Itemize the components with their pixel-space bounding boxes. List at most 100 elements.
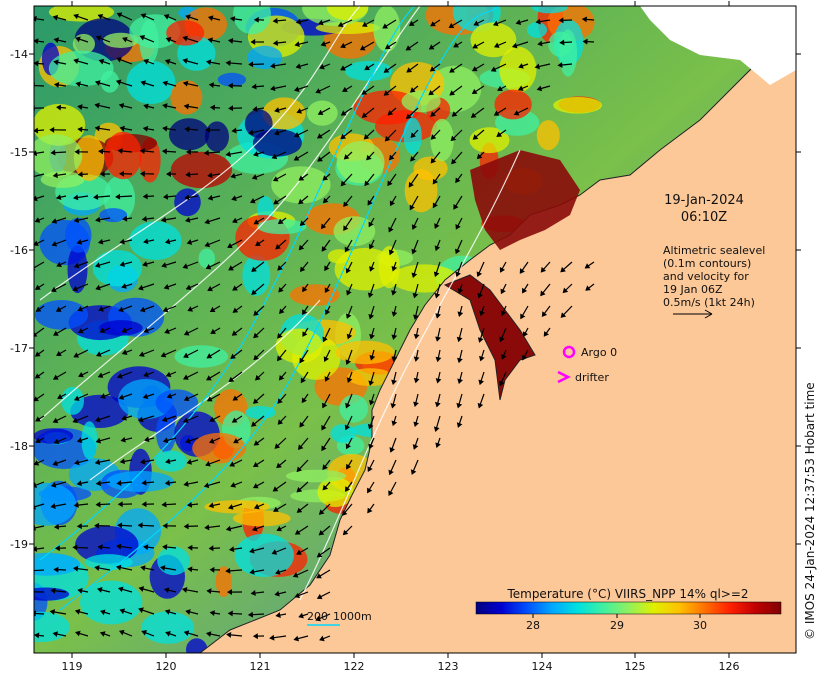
velocity-arrow-head (435, 336, 441, 342)
sst-patch (129, 221, 182, 260)
velocity-arrow-head (432, 202, 438, 209)
velocity-arrow-head (451, 158, 457, 165)
velocity-arrow-head (275, 243, 281, 250)
velocity-arrow-head (321, 445, 327, 452)
sst-patch (192, 432, 247, 464)
sst-patch (526, 22, 548, 38)
velocity-arrow-head (562, 287, 569, 294)
velocity-arrow-head (182, 35, 188, 42)
velocity-arrow-head (187, 544, 193, 551)
velocity-arrow-head (118, 394, 125, 400)
velocity-arrow-head (430, 21, 436, 27)
velocity-arrow-head (50, 587, 56, 594)
velocity-arrow-head (388, 226, 394, 233)
velocity-arrow-head (343, 201, 349, 208)
velocity-arrow-head (456, 402, 463, 409)
velocity-arrow-head (315, 88, 322, 94)
velocity-arrow-head (368, 380, 375, 386)
velocity-arrow-head (253, 151, 259, 157)
velocity-arrow-head (208, 545, 214, 552)
date-label: 19-Jan-2024 (664, 193, 744, 208)
velocity-arrow-head (76, 437, 83, 443)
velocity-arrow-head (161, 501, 167, 508)
velocity-arrow-head (457, 311, 464, 317)
velocity-arrow-head (251, 525, 258, 532)
velocity-arrow-head (57, 393, 63, 400)
velocity-arrow-head (34, 568, 35, 574)
velocity-arrow-head (316, 573, 322, 579)
sst-patch (234, 533, 294, 577)
velocity-arrow-head (317, 19, 324, 26)
velocity-arrow-head (231, 195, 237, 201)
sst-patch (339, 394, 369, 423)
velocity-arrow-head (51, 286, 57, 293)
velocity-arrow-head (292, 572, 299, 578)
velocity-arrow-head (473, 20, 480, 26)
velocity-arrow-head (345, 402, 351, 409)
velocity-arrow-head (364, 64, 370, 71)
velocity-arrow-head (185, 284, 192, 291)
velocity-arrow-head (478, 355, 485, 362)
velocity-arrow-head (361, 89, 368, 95)
velocity-arrow-head (97, 13, 104, 20)
velocity-arrow-head (97, 544, 103, 551)
sst-patch (155, 389, 199, 417)
velocity-arrow-head (228, 376, 235, 383)
velocity-arrow-head (205, 59, 212, 66)
velocity-arrow-head (520, 313, 526, 320)
velocity-arrow-head (75, 36, 81, 43)
velocity-arrow-head (253, 219, 260, 225)
velocity-arrow-head (115, 564, 122, 571)
velocity-arrow-head (77, 104, 83, 110)
velocity-arrow-head (165, 631, 171, 637)
velocity-arrow-head (430, 134, 437, 140)
velocity-arrow-head (51, 218, 58, 224)
velocity-arrow-head (35, 416, 41, 422)
velocity-arrow-head (207, 37, 213, 44)
velocity-arrow-head (471, 66, 478, 72)
velocity-arrow-head (99, 171, 105, 177)
velocity-arrow-head (230, 482, 237, 488)
velocity-arrow-head (406, 67, 413, 73)
velocity-arrow-head (434, 245, 441, 252)
sst-patch (156, 412, 176, 453)
sst-patch (106, 470, 174, 492)
velocity-arrow-head (316, 133, 323, 139)
velocity-arrow-head (118, 306, 124, 313)
velocity-arrow-head (367, 466, 373, 472)
sst-patch (92, 250, 143, 287)
velocity-arrow-head (160, 565, 166, 571)
velocity-arrow-head (277, 265, 283, 271)
velocity-arrow-head (227, 589, 232, 595)
velocity-arrow-head (434, 223, 440, 229)
velocity-arrow-head (455, 271, 461, 278)
velocity-arrow-head (278, 286, 284, 293)
velocity-arrow-head (208, 82, 215, 89)
velocity-arrow-head (277, 419, 284, 425)
x-tick-label: 125 (625, 660, 646, 673)
colorbar-ticks: 28 29 30 (526, 614, 707, 632)
sst-patch (330, 424, 356, 443)
velocity-arrow-head (35, 437, 41, 444)
isobath (39, 6, 461, 561)
bay-region (443, 274, 536, 401)
velocity-arrow-head (117, 586, 124, 593)
velocity-arrow-head (294, 529, 301, 535)
velocity-arrow-head (121, 349, 128, 355)
velocity-arrow-head (183, 395, 190, 402)
sst-patch (336, 141, 385, 184)
sst-patch (347, 368, 393, 386)
velocity-arrow-head (183, 630, 190, 637)
sst-patch (548, 31, 573, 57)
sst-patch (232, 510, 291, 527)
velocity-arrow-head (270, 85, 276, 92)
velocity-arrow-head (227, 504, 234, 510)
velocity-arrow-head (275, 569, 281, 575)
velocity-arrow-head (299, 220, 306, 226)
velocity-arrow-head (78, 371, 84, 378)
velocity-arrow-head (499, 380, 505, 387)
velocity-arrow-head (430, 157, 437, 164)
velocity-arrow-head (412, 292, 419, 299)
velocity-arrow-head (227, 37, 234, 44)
velocity-arrow-head (34, 351, 41, 357)
